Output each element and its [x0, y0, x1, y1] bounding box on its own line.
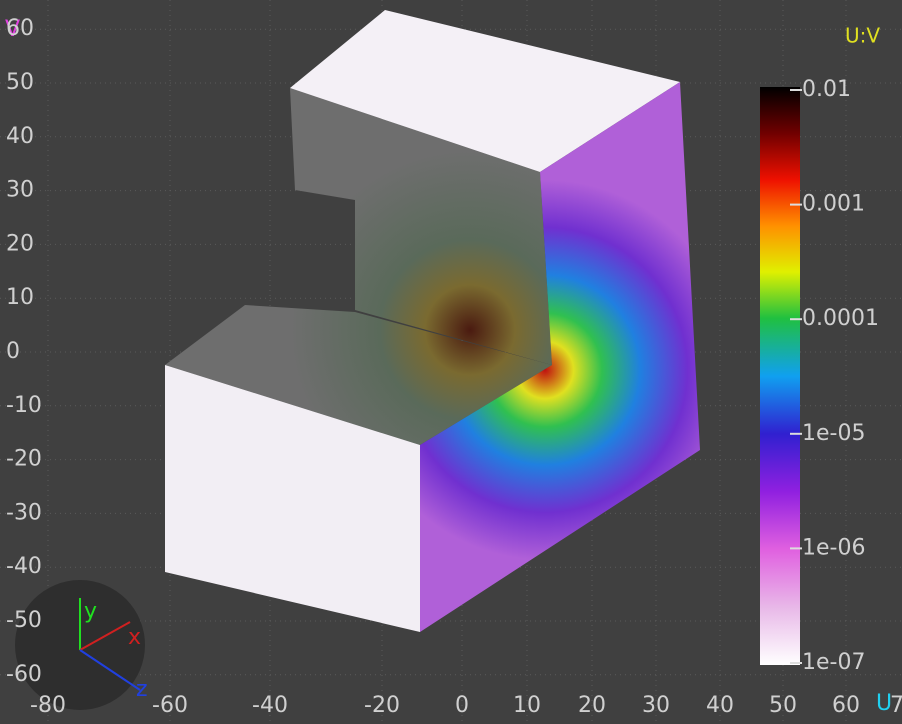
x-tick-label: -80: [30, 693, 66, 718]
x-tick-label: 70: [890, 693, 902, 718]
colorbar-label: 1e-06: [802, 535, 865, 560]
x-tick-label: -20: [364, 693, 400, 718]
field-label: U:V: [845, 24, 880, 48]
x-tick-label: 10: [513, 693, 541, 718]
colorbar-label: 0.001: [802, 192, 865, 217]
y-tick-label: -40: [6, 554, 42, 579]
y-tick-label: 20: [6, 231, 34, 256]
colorbar: [760, 87, 800, 665]
x-tick-label: 20: [578, 693, 606, 718]
y-tick-label: -30: [6, 500, 42, 525]
triad-label: x: [128, 625, 141, 650]
y-tick-label: 30: [6, 178, 34, 203]
x-tick-label: 50: [769, 693, 797, 718]
y-tick-label: 0: [6, 339, 20, 364]
triad-label: z: [136, 677, 148, 702]
x-tick-label: 40: [706, 693, 734, 718]
y-tick-label: -10: [6, 393, 42, 418]
y-tick-label: -60: [6, 662, 42, 687]
x-tick-label: -40: [252, 693, 288, 718]
colorbar-label: 1e-05: [802, 421, 865, 446]
x-tick-label: -60: [152, 693, 188, 718]
y-tick-label: -50: [6, 608, 42, 633]
y-tick-label: 40: [6, 124, 34, 149]
viewer: V U U:V y x z 6050403020100-10-20-30-40-…: [0, 0, 902, 724]
y-tick-label: 50: [6, 70, 34, 95]
colorbar-label: 0.0001: [802, 306, 879, 331]
triad: [15, 580, 145, 710]
y-tick-label: 10: [6, 285, 34, 310]
y-tick-label: 60: [6, 16, 34, 41]
triad-label: y: [84, 599, 97, 624]
solid: [165, 10, 700, 632]
colorbar-label: 1e-07: [802, 650, 865, 675]
x-tick-label: 0: [455, 693, 469, 718]
x-tick-label: 60: [832, 693, 860, 718]
x-tick-label: 30: [642, 693, 670, 718]
y-tick-label: -20: [6, 447, 42, 472]
colorbar-label: 0.01: [802, 77, 851, 102]
